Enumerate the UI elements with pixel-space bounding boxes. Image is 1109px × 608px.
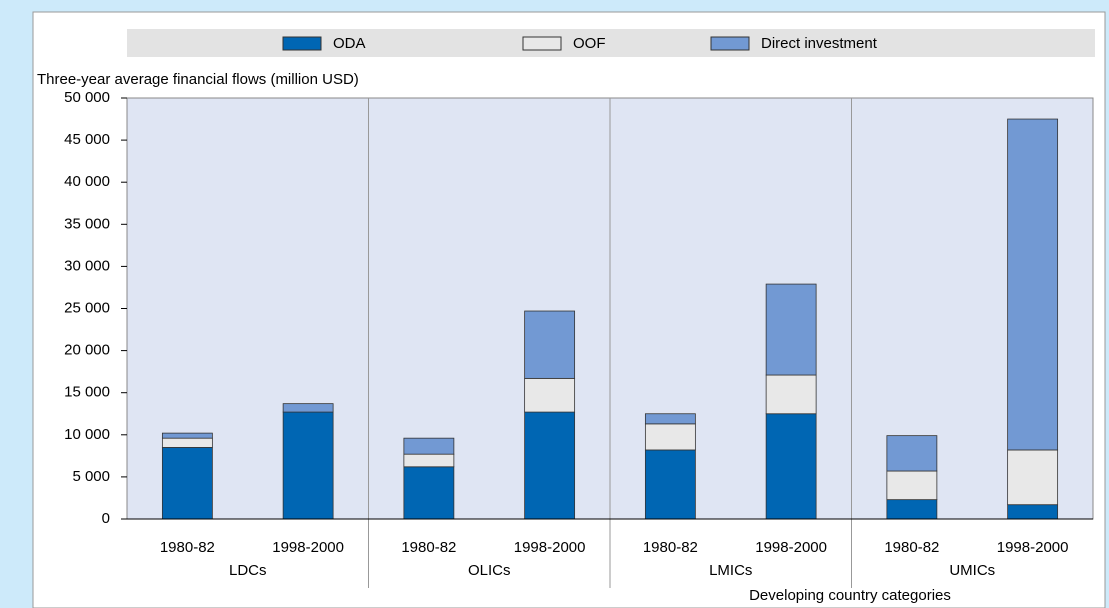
x-tick-label: 1998-2000 — [272, 539, 344, 556]
bar-segment — [403, 466, 455, 520]
y-tick-label: 5 000 — [72, 468, 110, 485]
y-tick-label: 25 000 — [64, 299, 110, 316]
x-tick-label: 1998-2000 — [997, 539, 1069, 556]
bar-segment — [282, 403, 334, 413]
bar-segment — [1007, 118, 1059, 451]
bar-segment — [765, 283, 817, 376]
x-tick-label: 1998-2000 — [514, 539, 586, 556]
bar-segment — [524, 310, 576, 379]
bar-segment — [886, 499, 938, 520]
y-tick-label: 15 000 — [64, 384, 110, 401]
group-label: LMICs — [709, 562, 752, 579]
legend-label: OOF — [573, 35, 606, 52]
x-tick-label: 1998-2000 — [755, 539, 827, 556]
legend-label: ODA — [333, 35, 366, 52]
bar-segment — [644, 413, 696, 425]
bar-segment — [644, 449, 696, 520]
bar-segment — [161, 432, 213, 439]
bar-segment — [1007, 504, 1059, 520]
y-tick-label: 50 000 — [64, 89, 110, 106]
bar-segment — [886, 470, 938, 501]
y-tick-label: 10 000 — [64, 426, 110, 443]
y-tick-label: 35 000 — [64, 215, 110, 232]
y-tick-label: 20 000 — [64, 342, 110, 359]
x-tick-label: 1980-82 — [160, 539, 215, 556]
x-axis-label: Developing country categories — [749, 587, 951, 604]
bar-segment — [644, 423, 696, 451]
bar-segment — [524, 377, 576, 413]
legend-band — [127, 29, 1095, 57]
y-tick-label: 30 000 — [64, 257, 110, 274]
y-tick-label: 40 000 — [64, 173, 110, 190]
legend-label: Direct investment — [761, 35, 878, 52]
legend-swatch — [710, 36, 750, 51]
x-tick-label: 1980-82 — [643, 539, 698, 556]
bar-segment — [524, 411, 576, 520]
bar-segment — [1007, 449, 1059, 506]
bar-segment — [161, 447, 213, 520]
x-tick-label: 1980-82 — [884, 539, 939, 556]
y-axis-label: Three-year average financial flows (mill… — [37, 71, 359, 88]
bar-segment — [282, 411, 334, 520]
bar-segment — [765, 374, 817, 415]
y-tick-label: 45 000 — [64, 131, 110, 148]
bar-segment — [886, 435, 938, 472]
legend-swatch — [282, 36, 322, 51]
group-label: UMICs — [949, 562, 995, 579]
bar-segment — [403, 437, 455, 455]
bar-segment — [403, 453, 455, 468]
bar-segment — [161, 437, 213, 448]
bar-segment — [765, 413, 817, 520]
group-label: LDCs — [229, 562, 267, 579]
x-tick-label: 1980-82 — [401, 539, 456, 556]
group-label: OLICs — [468, 562, 511, 579]
y-tick-label: 0 — [102, 510, 110, 527]
legend-swatch — [522, 36, 562, 51]
